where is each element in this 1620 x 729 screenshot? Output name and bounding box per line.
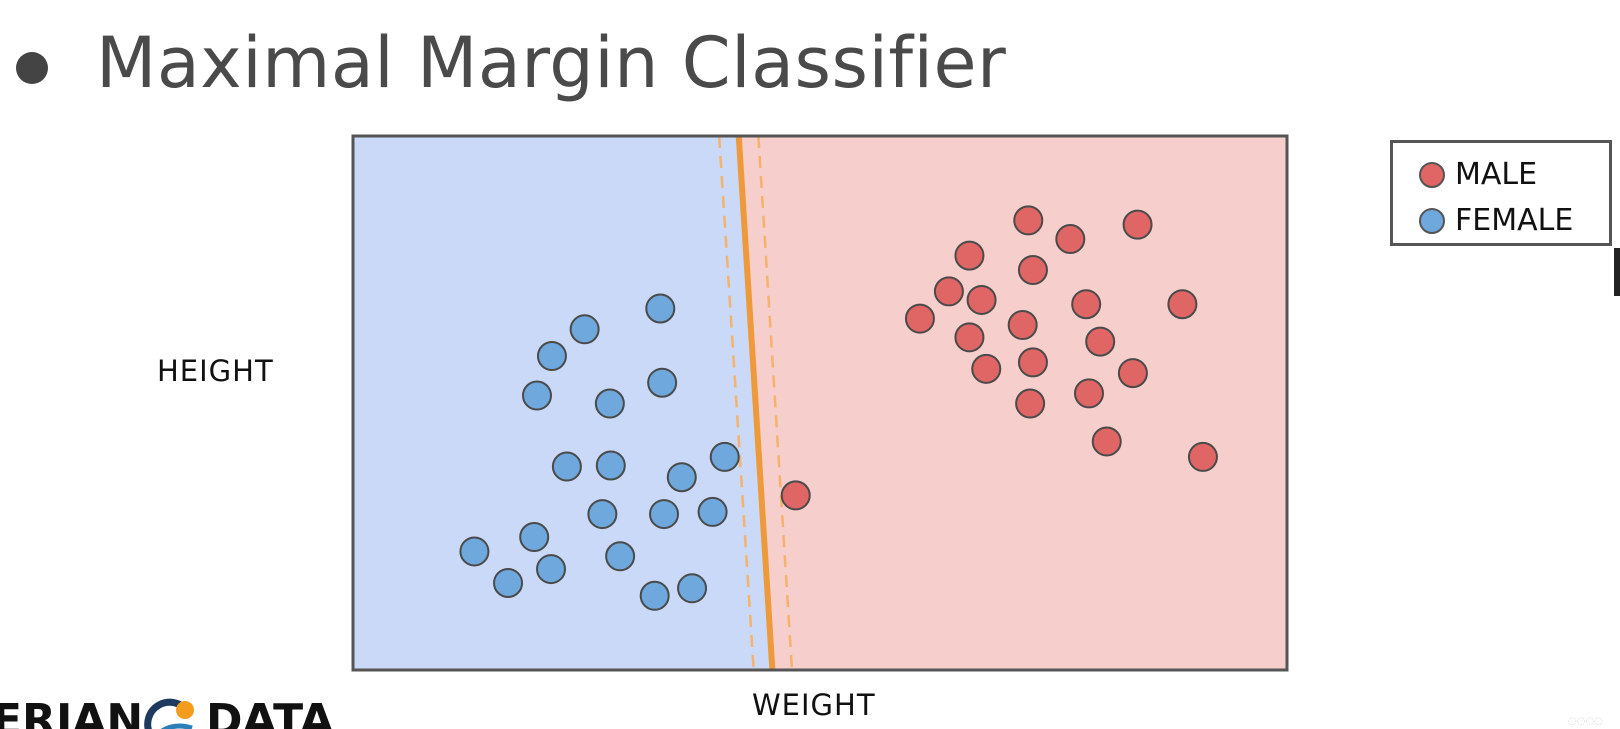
watermark: ◌◌◌◌ bbox=[1568, 716, 1603, 727]
female-point-6 bbox=[594, 388, 625, 419]
male-point-8 bbox=[1071, 289, 1102, 320]
female-point-7 bbox=[709, 441, 740, 472]
female-point-19 bbox=[677, 573, 708, 604]
legend: MALE FEMALE bbox=[1390, 140, 1612, 246]
male-point-11 bbox=[1007, 310, 1038, 341]
female-point-10 bbox=[666, 462, 697, 493]
male-region bbox=[738, 136, 1287, 670]
female-point-3 bbox=[536, 341, 567, 372]
decision-boundary bbox=[735, 135, 776, 671]
brand-logo: ERIAN DATA bbox=[0, 696, 340, 729]
y-axis-label: HEIGHT bbox=[157, 354, 274, 388]
female-point-5 bbox=[521, 380, 552, 411]
male-point-20 bbox=[1187, 441, 1218, 472]
male-point-16 bbox=[1117, 358, 1148, 389]
female-point-15 bbox=[459, 536, 490, 567]
female-point-16 bbox=[605, 541, 636, 572]
x-axis-label: WEIGHT bbox=[752, 688, 876, 722]
legend-item-male: MALE bbox=[1419, 157, 1537, 192]
legend-item-female: FEMALE bbox=[1419, 203, 1573, 238]
male-point-4 bbox=[954, 240, 985, 271]
male-point-5 bbox=[1017, 255, 1048, 286]
globe-logo-icon bbox=[144, 698, 194, 729]
male-point-18 bbox=[1015, 388, 1046, 419]
female-point-18 bbox=[493, 567, 524, 598]
male-point-19 bbox=[1091, 426, 1122, 457]
male-point-3 bbox=[1055, 224, 1086, 255]
slide-title: Maximal Margin Classifier bbox=[96, 22, 1007, 104]
female-point-1 bbox=[645, 293, 676, 324]
male-point-2 bbox=[1122, 209, 1153, 240]
female-point-17 bbox=[536, 554, 567, 585]
male-point-17 bbox=[1073, 378, 1104, 409]
female-region bbox=[353, 136, 773, 670]
male-point-9 bbox=[1167, 289, 1198, 320]
female-swatch-icon bbox=[1419, 207, 1445, 234]
legend-label-female: FEMALE bbox=[1455, 203, 1574, 238]
female-point-4 bbox=[647, 367, 678, 398]
margin-line-1 bbox=[717, 135, 755, 671]
male-point-12 bbox=[954, 322, 985, 353]
male-point-10 bbox=[904, 303, 935, 334]
female-point-8 bbox=[551, 451, 582, 482]
male-point-21 bbox=[780, 480, 811, 511]
male-point-14 bbox=[1017, 347, 1048, 378]
female-point-13 bbox=[697, 496, 728, 527]
legend-label-male: MALE bbox=[1455, 157, 1538, 192]
male-swatch-icon bbox=[1419, 161, 1445, 188]
plot-frame bbox=[351, 134, 1289, 672]
male-point-1 bbox=[1013, 205, 1044, 236]
edge-bar bbox=[1614, 248, 1620, 296]
female-point-11 bbox=[587, 499, 618, 530]
female-point-14 bbox=[519, 522, 550, 553]
male-point-7 bbox=[966, 284, 997, 315]
title-bullet bbox=[16, 52, 48, 84]
male-point-13 bbox=[1085, 326, 1116, 357]
female-point-12 bbox=[649, 499, 680, 530]
female-point-20 bbox=[639, 580, 670, 611]
female-point-9 bbox=[595, 450, 626, 481]
logo-text-left: ERIAN bbox=[0, 696, 144, 729]
margin-line-2 bbox=[757, 135, 794, 671]
female-point-2 bbox=[569, 314, 600, 345]
male-point-6 bbox=[933, 276, 964, 307]
logo-text-right: DATA bbox=[206, 696, 334, 729]
male-point-15 bbox=[971, 353, 1002, 384]
